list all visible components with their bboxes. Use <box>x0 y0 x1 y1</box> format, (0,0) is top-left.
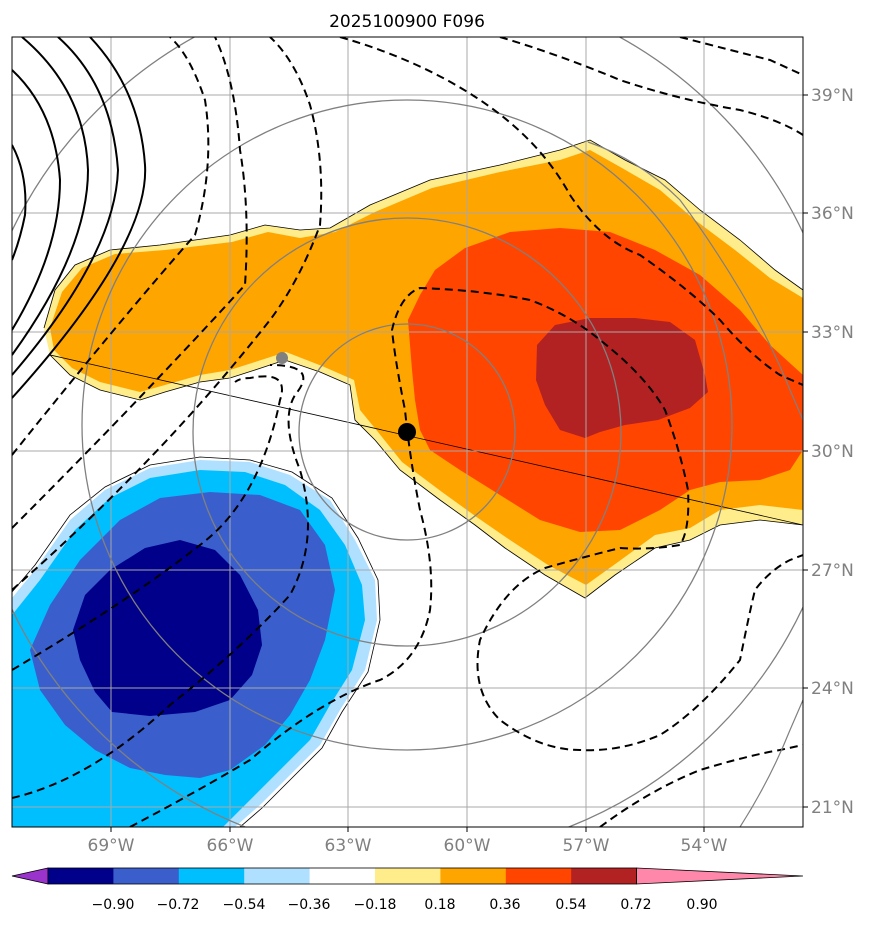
aux-contours <box>587 141 803 827</box>
colorbar-segment <box>244 868 311 884</box>
lat-label: 21°N <box>811 798 854 818</box>
map-frame <box>11 36 804 828</box>
colorbar-frame <box>47 867 637 885</box>
colorbar-tick-label: −0.90 <box>92 897 135 913</box>
colorbar-tick-label: 0.36 <box>489 897 520 913</box>
anomaly-outline-negative <box>12 456 381 827</box>
tick-marks <box>110 94 808 832</box>
colorbar-tick-label: −0.36 <box>288 897 331 913</box>
lon-label: 54°W <box>681 836 728 856</box>
lon-label: 57°W <box>563 836 610 856</box>
lon-label: 63°W <box>325 836 372 856</box>
latitude-labels: 39°N 36°N 33°N 30°N 27°N 24°N 21°N <box>811 86 854 818</box>
graticule <box>12 37 803 827</box>
dashed-contours <box>12 37 803 827</box>
lat-label: 27°N <box>811 561 854 581</box>
anomaly-fill-neg-0-72 <box>73 540 262 716</box>
colorbar-tick-label: 0.18 <box>424 897 455 913</box>
plot-title: 2025100900 F096 <box>329 12 485 32</box>
colorbar-segment <box>440 868 507 884</box>
colorbar-segment <box>48 868 114 884</box>
lat-label: 24°N <box>811 679 854 699</box>
lat-label: 33°N <box>811 323 854 343</box>
colorbar <box>11 867 804 885</box>
colorbar-extend-high <box>636 867 804 885</box>
colorbar-tick-label: 0.72 <box>620 897 651 913</box>
lat-label: 36°N <box>811 204 854 224</box>
lat-label: 30°N <box>811 442 854 462</box>
lon-label: 60°W <box>444 836 491 856</box>
colorbar-tick-label: −0.54 <box>223 897 266 913</box>
colorbar-segment <box>571 868 638 884</box>
anomaly-fill-0-72 <box>536 318 708 438</box>
lat-label: 39°N <box>811 86 854 106</box>
colorbar-tick-label: 0.54 <box>555 897 586 913</box>
map-area <box>12 37 803 827</box>
lon-label: 66°W <box>207 836 254 856</box>
colorbar-tick-label: −0.72 <box>157 897 200 913</box>
solid-contours <box>12 37 147 399</box>
colorbar-segment <box>505 868 572 884</box>
colorbar-segment <box>309 868 376 884</box>
colorbar-tick-labels: −0.90 −0.72 −0.54 −0.36 −0.18 0.18 0.36 … <box>92 897 718 913</box>
colorbar-segment <box>113 868 180 884</box>
colorbar-tick-label: 0.90 <box>686 897 717 913</box>
colorbar-extend-low <box>11 867 49 885</box>
previous-position-marker <box>276 352 288 364</box>
anomaly-outline-positive <box>43 139 803 599</box>
colorbar-tick-label: −0.18 <box>354 897 397 913</box>
lon-label: 69°W <box>88 836 135 856</box>
range-rings <box>12 37 803 827</box>
storm-center-marker <box>398 423 416 441</box>
colorbar-segment <box>375 868 441 884</box>
colorbar-segment <box>178 868 245 884</box>
longitude-labels: 69°W 66°W 63°W 60°W 57°W 54°W <box>88 836 728 856</box>
